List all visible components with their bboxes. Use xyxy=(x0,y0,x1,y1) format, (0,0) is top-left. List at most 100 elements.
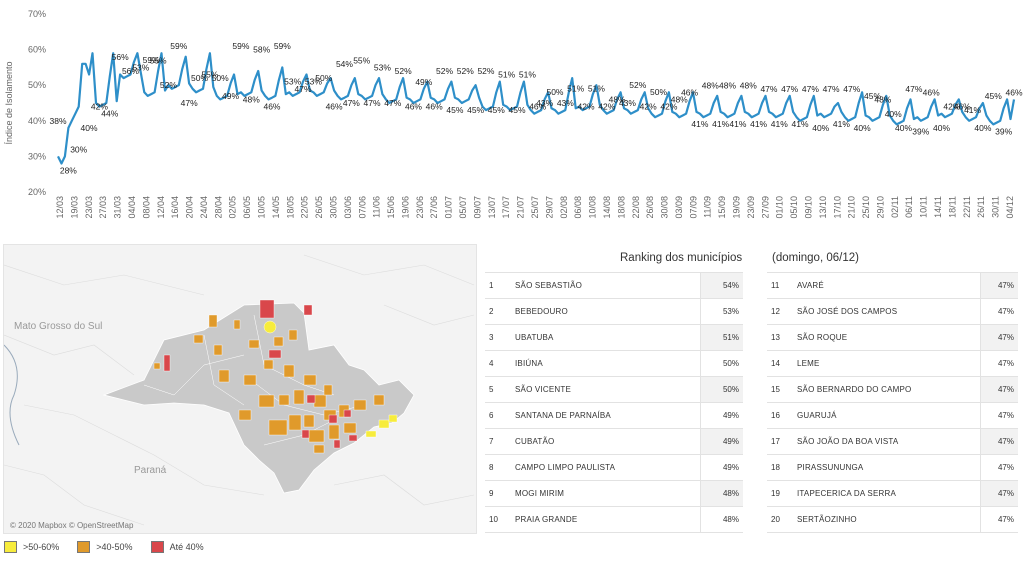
data-label: 59% xyxy=(274,41,291,51)
data-label: 53% xyxy=(132,63,149,73)
ranking-row[interactable]: 16 GUARUJÁ 47% xyxy=(767,402,1018,429)
isolation-value: 47% xyxy=(980,272,1018,299)
y-tick-label: 70% xyxy=(28,9,46,19)
ranking-row[interactable]: 11 AVARÉ 47% xyxy=(767,272,1018,299)
rank-number: 17 xyxy=(767,428,793,455)
rank-number: 6 xyxy=(485,402,511,429)
legend-item-yellow[interactable]: >50-60% xyxy=(4,540,59,554)
ranking-row[interactable]: 15 SÃO BERNARDO DO CAMPO 47% xyxy=(767,376,1018,403)
data-label: 49% xyxy=(222,91,239,101)
series-line xyxy=(57,52,1016,165)
x-tick-label: 05/07 xyxy=(458,196,468,219)
data-label: 46% xyxy=(263,101,280,111)
x-tick-label: 02/05 xyxy=(228,196,238,219)
rank-number: 9 xyxy=(485,480,511,507)
ranking-row[interactable]: 2 BEBEDOURO 53% xyxy=(485,298,743,325)
x-tick-label: 10/11 xyxy=(919,196,929,218)
legend-label: Até 40% xyxy=(169,542,204,552)
isolation-value: 47% xyxy=(980,402,1018,429)
data-label: 42% xyxy=(943,102,960,112)
map-attribution[interactable]: © 2020 Mapbox © OpenStreetMap xyxy=(10,521,134,530)
x-tick-label: 06/08 xyxy=(573,196,583,219)
x-tick-label: 09/10 xyxy=(803,196,813,219)
ranking-row[interactable]: 10 PRAIA GRANDE 48% xyxy=(485,506,743,533)
data-label: 42% xyxy=(91,102,108,112)
municipality-name: UBATUBA xyxy=(511,324,701,351)
data-label: 46% xyxy=(529,101,546,111)
rank-number: 8 xyxy=(485,454,511,481)
data-label: 52% xyxy=(629,80,646,90)
x-tick-label: 02/11 xyxy=(890,196,900,218)
x-tick-label: 30/11 xyxy=(991,196,1001,218)
data-label: 46% xyxy=(426,101,443,111)
data-label: 41% xyxy=(833,119,850,129)
data-label: 52% xyxy=(395,66,412,76)
x-tick-label: 14/08 xyxy=(602,196,612,219)
x-tick-label: 14/11 xyxy=(933,196,943,218)
x-tick-label: 26/05 xyxy=(314,196,324,219)
ranking-title: Ranking dos municípios xyxy=(620,252,743,264)
x-tick-label: 21/10 xyxy=(847,196,857,219)
legend-item-red[interactable]: Até 40% xyxy=(150,540,204,554)
municipality-name: MOGI MIRIM xyxy=(511,480,701,507)
y-tick-label: 40% xyxy=(28,116,46,126)
y-axis-label: Índice de Isolamento xyxy=(4,61,14,144)
x-tick-label: 09/07 xyxy=(472,196,482,219)
ranking-row[interactable]: 19 ITAPECERICA DA SERRA 47% xyxy=(767,480,1018,507)
isolation-line-chart: 20% 30% 40% 50% 60% 70% Índice de Isolamento 12… xyxy=(0,0,1024,240)
legend-item-orange[interactable]: >40-50% xyxy=(77,540,133,554)
data-label: 39% xyxy=(912,126,929,136)
legend-swatch-orange xyxy=(77,541,91,553)
data-label: 59% xyxy=(170,41,187,51)
data-label: 46% xyxy=(326,101,343,111)
municipality-name: ITAPECERICA DA SERRA xyxy=(793,480,981,507)
municipality-name: PIRASSUNUNGA xyxy=(793,454,981,481)
x-tick-label: 11/09 xyxy=(703,196,713,218)
ranking-row[interactable]: 6 SANTANA DE PARNAÍBA 49% xyxy=(485,402,743,429)
isolation-value: 47% xyxy=(980,376,1018,403)
ranking-row[interactable]: 7 CUBATÃO 49% xyxy=(485,428,743,455)
sao-paulo-map[interactable]: Mato Grosso do Sul Paraná © 2020 Mapbox … xyxy=(3,244,477,534)
x-tick-label: 24/04 xyxy=(199,196,209,219)
municipality-name: SÃO BERNARDO DO CAMPO xyxy=(793,376,981,403)
legend-swatch-yellow xyxy=(4,541,17,553)
isolation-value: 47% xyxy=(980,350,1018,377)
municipality-name: IBIÚNA xyxy=(511,350,701,377)
x-tick-label: 14/05 xyxy=(271,196,281,219)
data-label: 58% xyxy=(253,45,270,55)
region-label-mato-grosso: Mato Grosso do Sul xyxy=(14,321,102,332)
ranking-row[interactable]: 17 SÃO JOÃO DA BOA VISTA 47% xyxy=(767,428,1018,455)
x-tick-label: 13/10 xyxy=(818,196,828,219)
data-label: 52% xyxy=(477,66,494,76)
data-label: 47% xyxy=(181,98,198,108)
ranking-row[interactable]: 18 PIRASSUNUNGA 47% xyxy=(767,454,1018,481)
ranking-row[interactable]: 4 IBIÚNA 50% xyxy=(485,350,743,377)
rank-number: 1 xyxy=(485,272,511,299)
x-tick-label: 30/08 xyxy=(660,196,670,219)
x-tick-label: 07/06 xyxy=(357,196,367,219)
x-tick-label: 11/06 xyxy=(372,196,382,218)
ranking-row[interactable]: 12 SÃO JOSÉ DOS CAMPOS 47% xyxy=(767,298,1018,325)
ranking-row[interactable]: 14 LEME 47% xyxy=(767,350,1018,377)
ranking-row[interactable]: 8 CAMPO LIMPO PAULISTA 49% xyxy=(485,454,743,481)
data-label: 48% xyxy=(719,80,736,90)
data-label: 41% xyxy=(712,119,729,129)
rank-number: 10 xyxy=(485,506,511,533)
data-label: 53% xyxy=(374,63,391,73)
ranking-row[interactable]: 3 UBATUBA 51% xyxy=(485,324,743,351)
x-tick-label: 23/06 xyxy=(415,196,425,219)
x-tick-label: 19/09 xyxy=(732,196,742,219)
x-tick-label: 06/05 xyxy=(242,196,252,219)
ranking-row[interactable]: 20 SERTÃOZINHO 47% xyxy=(767,506,1018,533)
x-tick-label: 19/06 xyxy=(400,196,410,219)
data-label: 54% xyxy=(336,59,353,69)
y-tick-label: 60% xyxy=(28,45,46,55)
ranking-row[interactable]: 13 SÃO ROQUE 47% xyxy=(767,324,1018,351)
data-label: 46% xyxy=(923,87,940,97)
ranking-row[interactable]: 9 MOGI MIRIM 48% xyxy=(485,480,743,507)
ranking-row[interactable]: 5 SÃO VICENTE 50% xyxy=(485,376,743,403)
rank-number: 4 xyxy=(485,350,511,377)
ranking-table-right: 11 AVARÉ 47% 12 SÃO JOSÉ DOS CAMPOS 47% 13 SÃO … xyxy=(767,272,1018,533)
ranking-row[interactable]: 1 SÃO SEBASTIÃO 54% xyxy=(485,272,743,299)
x-tick-label: 23/03 xyxy=(84,196,94,219)
